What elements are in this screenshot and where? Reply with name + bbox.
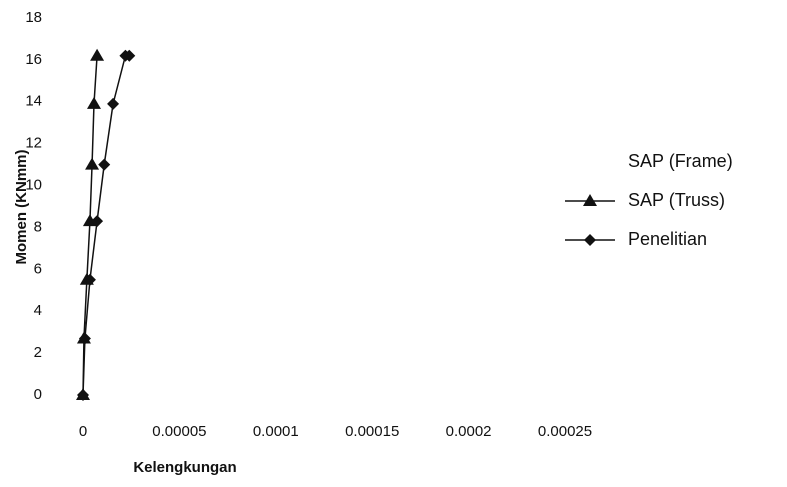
x-tick-label: 0: [79, 423, 87, 440]
x-tick-label: 0.00025: [538, 423, 592, 440]
legend-label: Penelitian: [628, 229, 707, 249]
x-tick-label: 0.0001: [253, 423, 299, 440]
marker: [87, 97, 101, 109]
y-tick-label: 2: [34, 344, 42, 361]
y-tick-label: 16: [25, 51, 42, 68]
y-tick-label: 12: [25, 135, 42, 152]
legend-label: SAP (Truss): [628, 190, 725, 210]
marker: [583, 194, 597, 206]
x-tick-label: 0.0002: [446, 423, 492, 440]
y-tick-label: 14: [25, 93, 42, 110]
marker: [98, 159, 110, 171]
marker: [584, 234, 596, 246]
x-axis-title: Kelengkungan: [133, 459, 236, 476]
x-tick-label: 0.00005: [152, 423, 206, 440]
y-tick-label: 4: [34, 302, 42, 319]
marker: [90, 49, 104, 61]
legend: SAP (Frame) SAP (Truss) Penelitian: [565, 151, 733, 249]
x-tick-label: 0.00015: [345, 423, 399, 440]
y-tick-label: 0: [34, 386, 42, 403]
y-tick-label: 8: [34, 218, 42, 235]
y-tick-label: 10: [25, 177, 42, 194]
marker: [107, 98, 119, 110]
y-axis-title: Momen (KNmm): [13, 149, 30, 264]
y-tick-label: 18: [25, 9, 42, 26]
marker: [85, 158, 99, 170]
y-tick-label: 6: [34, 260, 42, 277]
chart: Kelengkungan Momen (KNmm) 0 2 4 6 8 10 12 14 16 1…: [0, 0, 787, 487]
legend-label: SAP (Frame): [628, 151, 733, 171]
